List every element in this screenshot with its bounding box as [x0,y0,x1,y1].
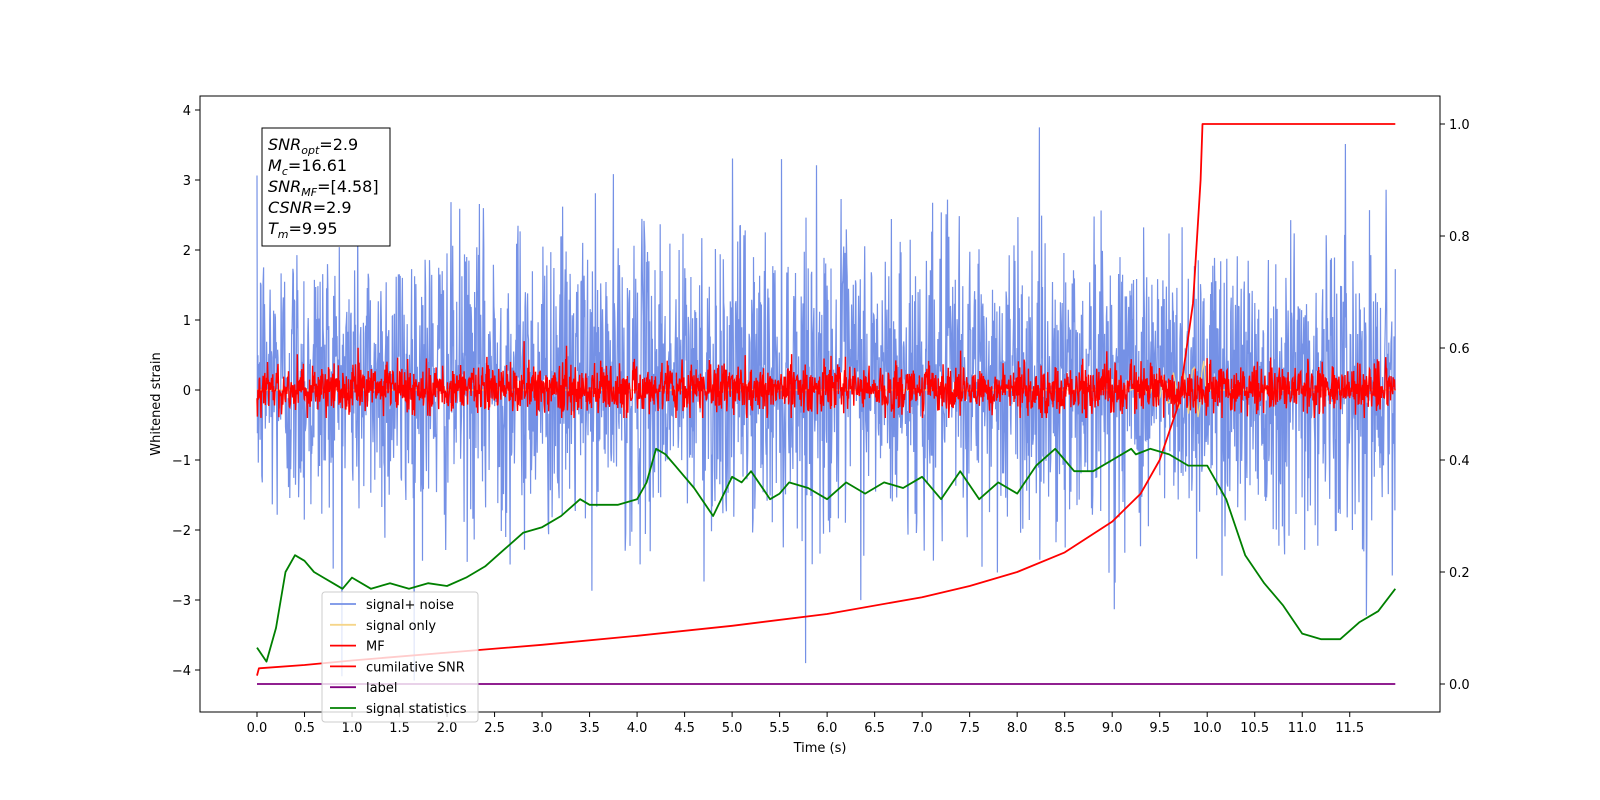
annotation-subscript: c [282,165,288,178]
x-tick-label: 0.0 [247,721,268,736]
x-tick-label: 10.5 [1240,721,1269,736]
annotation-line: Tm=9.95 [268,219,338,241]
x-tick-label: 7.0 [912,721,933,736]
y-tick-label-right: 0.4 [1449,454,1470,469]
annotation-subscript: m [278,228,289,241]
annotation-line: SNRMF=[4.58] [268,177,379,199]
x-tick-label: 1.5 [389,721,410,736]
y-tick-label-left: 4 [183,104,191,119]
x-tick-label: 2.5 [484,721,505,736]
legend-label: signal only [366,619,436,634]
x-tick-label: 5.0 [722,721,743,736]
annotation-frame [261,127,391,247]
x-tick-label: 1.0 [342,721,363,736]
annotation-value: =2.9 [319,135,358,154]
y-tick-label-right: 0.8 [1449,230,1470,245]
annotation-symbol: T [268,219,279,238]
annotation-value: =9.95 [289,219,338,238]
annotation-subscript: opt [301,144,320,157]
x-tick-label: 3.0 [532,721,553,736]
annotation-line: Mc=16.61 [268,156,347,178]
annotation-symbol: SNR [268,177,301,196]
y-tick-label-right: 0.2 [1449,566,1470,581]
x-tick-label: 4.0 [627,721,648,736]
y-axis-title: Whitened strain [149,352,164,455]
x-tick-label: 3.5 [579,721,600,736]
x-tick-label: 7.5 [959,721,980,736]
x-axis-title: Time (s) [793,741,847,756]
annotation-symbol: CSNR [268,198,313,217]
x-tick-label: 6.0 [817,721,838,736]
legend-frame [321,591,479,723]
x-tick-label: 4.5 [674,721,695,736]
x-tick-label: 8.0 [1007,721,1028,736]
x-tick-label: 11.0 [1288,721,1317,736]
y-tick-label-left: −2 [172,524,191,539]
legend-label: MF [366,640,385,655]
annotation-symbol: SNR [268,135,301,154]
axes-layer: 0.0 0.5 1.0 1.5 2.0 2.5 3.0 3.5 4.0 4.5 5.0 5.5 6.0 6… [172,104,1470,736]
y-tick-label-left: −3 [172,594,191,609]
x-tick-label: 0.5 [294,721,315,736]
legend-label: signal statistics [366,702,467,717]
legend: signal+ noise signal only MF cumilative SNR… [321,591,479,723]
y-tick-label-left: 1 [183,314,191,329]
legend-label: signal+ noise [366,598,454,613]
x-tick-label: 11.5 [1335,721,1364,736]
x-tick-label: 6.5 [864,721,885,736]
y-tick-label-right: 0.0 [1449,678,1470,693]
x-tick-label: 8.5 [1054,721,1075,736]
x-tick-label: 9.0 [1102,721,1123,736]
plot-frame [199,95,1441,713]
y-tick-label-left: −4 [172,664,191,679]
y-tick-label-left: 3 [183,174,191,189]
annotation-value: =16.61 [288,156,347,175]
legend-label: cumilative SNR [366,660,465,675]
annotation-subscript: MF [301,186,317,199]
annotation-symbol: M [268,156,282,175]
x-tick-label: 9.5 [1149,721,1170,736]
legend-label: label [366,681,397,696]
y-tick-label-right: 1.0 [1449,118,1470,133]
series-signal-statistics [256,447,1397,663]
y-tick-label-left: −1 [172,454,191,469]
x-tick-label: 10.0 [1193,721,1222,736]
y-tick-label-left: 0 [183,384,191,399]
x-tick-label: 2.0 [437,721,458,736]
annotation-box: SNRopt=2.9Mc=16.61SNRMF=[4.58]CSNR=2.9Tm… [261,127,391,247]
annotation-line: CSNR=2.9 [268,198,352,217]
y-tick-label-right: 0.6 [1449,342,1470,357]
y-tick-label-left: 2 [183,244,191,259]
series-mf [256,341,1396,419]
annotation-value: =[4.58] [317,177,379,196]
annotation-value: =2.9 [313,198,352,217]
x-tick-label: 5.5 [769,721,790,736]
annotation-line: SNRopt=2.9 [268,135,358,157]
